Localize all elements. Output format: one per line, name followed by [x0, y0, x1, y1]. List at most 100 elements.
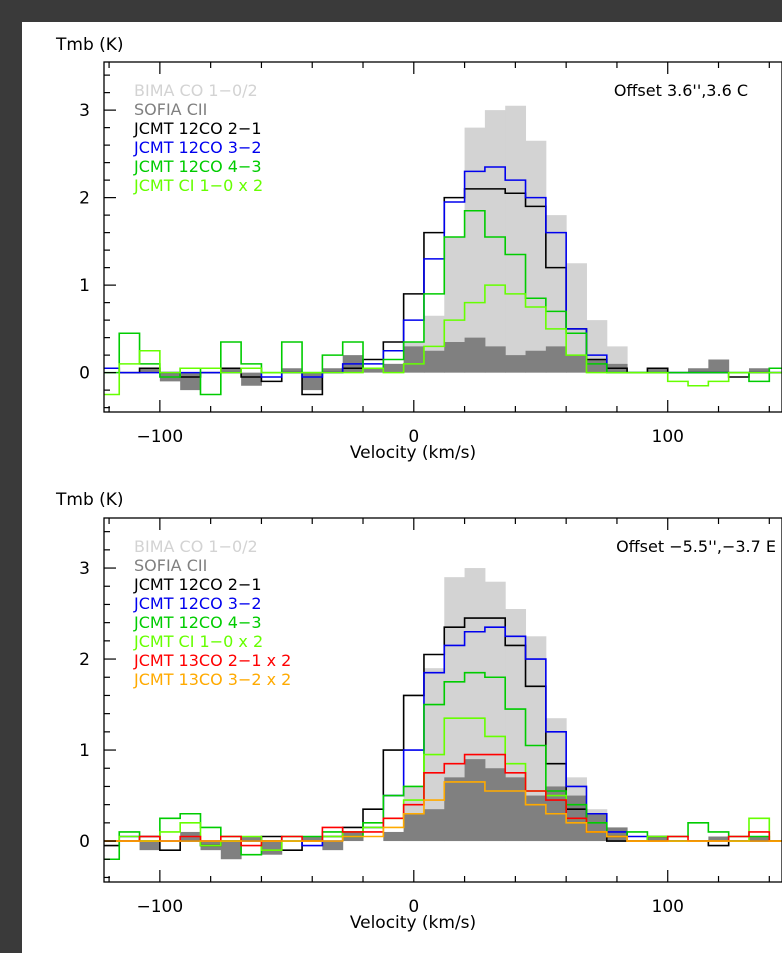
legend-entry-co13_21: JCMT 13CO 2−1 x 2: [133, 651, 291, 670]
y-tick-label: 3: [79, 559, 90, 579]
bar-bima: [545, 215, 567, 373]
bar-sofia: [708, 359, 730, 373]
bar-sofia: [586, 813, 608, 842]
legend-entry-ci10: JCMT CI 1−0 x 2: [133, 176, 263, 195]
plot-area: [104, 568, 782, 861]
bar-sofia: [525, 350, 547, 373]
bar-sofia: [220, 368, 242, 373]
bar-sofia: [484, 768, 506, 842]
bar-bima: [525, 636, 547, 842]
bar-sofia: [403, 813, 425, 842]
legend-entry-co43: JCMT 12CO 4−3: [133, 157, 262, 176]
panel-1: −100 0 100 0 1 2 3 Tmb (K) Velocity (km/s) Offset…: [55, 35, 782, 463]
bar-sofia: [688, 368, 709, 373]
y-axis-label: Tmb (K): [55, 490, 124, 510]
legend-entry-co21: JCMT 12CO 2−1: [133, 575, 262, 594]
bar-sofia: [748, 368, 770, 373]
bar-sofia: [525, 795, 547, 842]
window-left-border: [0, 0, 22, 953]
bar-sofia: [139, 368, 161, 373]
bar-sofia: [464, 337, 486, 373]
x-tick-label: 100: [652, 897, 684, 917]
bar-sofia: [748, 836, 770, 842]
bar-sofia: [302, 836, 323, 842]
x-tick-label: −100: [137, 897, 184, 917]
bar-sofia: [383, 831, 405, 842]
plot-area: [104, 105, 782, 396]
series-ci10-line: [104, 717, 782, 851]
bar-sofia: [484, 346, 506, 373]
x-axis-label: Velocity (km/s): [350, 443, 476, 463]
bar-sofia: [302, 372, 323, 391]
y-tick-label: 1: [79, 741, 90, 761]
legend-entry-co32: JCMT 12CO 3−2: [133, 138, 262, 157]
bar-sofia: [423, 809, 445, 842]
bar-bima: [464, 127, 486, 373]
bar-sofia: [139, 841, 161, 851]
x-tick-label: 100: [652, 427, 684, 447]
offset-annotation: Offset 3.6'',3.6 C: [614, 81, 748, 100]
axes-box: [103, 61, 782, 413]
y-tick-label: 0: [79, 364, 90, 384]
bar-sofia: [586, 359, 608, 373]
bar-sofia: [241, 836, 262, 842]
y-tick-label: 1: [79, 276, 90, 296]
bar-sofia: [322, 841, 344, 851]
y-axis-label: Tmb (K): [55, 35, 124, 55]
figure-background: [22, 22, 782, 953]
offset-annotation: Offset −5.5'',−3.7 E: [616, 537, 776, 556]
legend-entry-ci10: JCMT CI 1−0 x 2: [133, 632, 263, 651]
x-tick-label: 0: [408, 897, 419, 917]
bar-sofia: [322, 368, 344, 373]
legend-entry-bima: BIMA CO 1−0/2: [134, 537, 258, 556]
bar-sofia: [363, 368, 384, 373]
axes-box: [103, 517, 782, 883]
y-tick-label: 3: [79, 101, 90, 121]
bar-sofia: [180, 372, 201, 391]
x-tick-label: −100: [137, 427, 184, 447]
legend-entry-sofia: SOFIA CII: [134, 556, 207, 575]
bar-sofia: [403, 346, 425, 373]
series-ci10-line: [104, 284, 782, 396]
bar-sofia: [505, 777, 527, 842]
bar-bima: [566, 263, 587, 373]
bar-sofia: [444, 342, 466, 373]
bar-sofia: [647, 368, 669, 373]
panel-2: −100 0 100 0 1 2 3 Tmb (K) Velocity (km/s) Offset…: [55, 490, 782, 933]
bar-sofia: [261, 841, 283, 855]
y-tick-label: 0: [79, 832, 90, 852]
bar-bima: [444, 237, 466, 373]
bar-sofia: [220, 841, 242, 860]
y-tick-label: 2: [79, 650, 90, 670]
bar-sofia: [423, 350, 445, 373]
bar-bima: [505, 105, 527, 373]
bar-sofia: [464, 759, 486, 842]
bar-sofia: [383, 363, 405, 373]
bar-sofia: [708, 836, 730, 842]
window-top-border: [0, 0, 782, 22]
bar-bima: [444, 577, 466, 842]
legend-entry-co13_32: JCMT 13CO 3−2 x 2: [133, 670, 291, 689]
legend-entry-bima: BIMA CO 1−0/2: [134, 81, 258, 100]
x-tick-label: 0: [408, 427, 419, 447]
legend-entry-sofia: SOFIA CII: [134, 100, 207, 119]
legend-entry-co43: JCMT 12CO 4−3: [133, 613, 262, 632]
bar-sofia: [505, 355, 527, 373]
x-axis-label: Velocity (km/s): [350, 913, 476, 933]
bar-sofia: [606, 827, 628, 842]
legend-entry-co21: JCMT 12CO 2−1: [133, 119, 262, 138]
bar-sofia: [566, 355, 587, 373]
series-sofia-bars: [139, 337, 770, 391]
bar-sofia: [647, 836, 669, 842]
bar-sofia: [281, 368, 303, 373]
series-co13_32-line: [104, 781, 782, 842]
bar-bima: [484, 110, 506, 373]
bar-sofia: [444, 777, 466, 842]
bar-sofia: [545, 346, 567, 373]
bar-bima: [525, 140, 547, 373]
series-co13_21-line: [104, 753, 782, 847]
y-tick-label: 2: [79, 189, 90, 209]
